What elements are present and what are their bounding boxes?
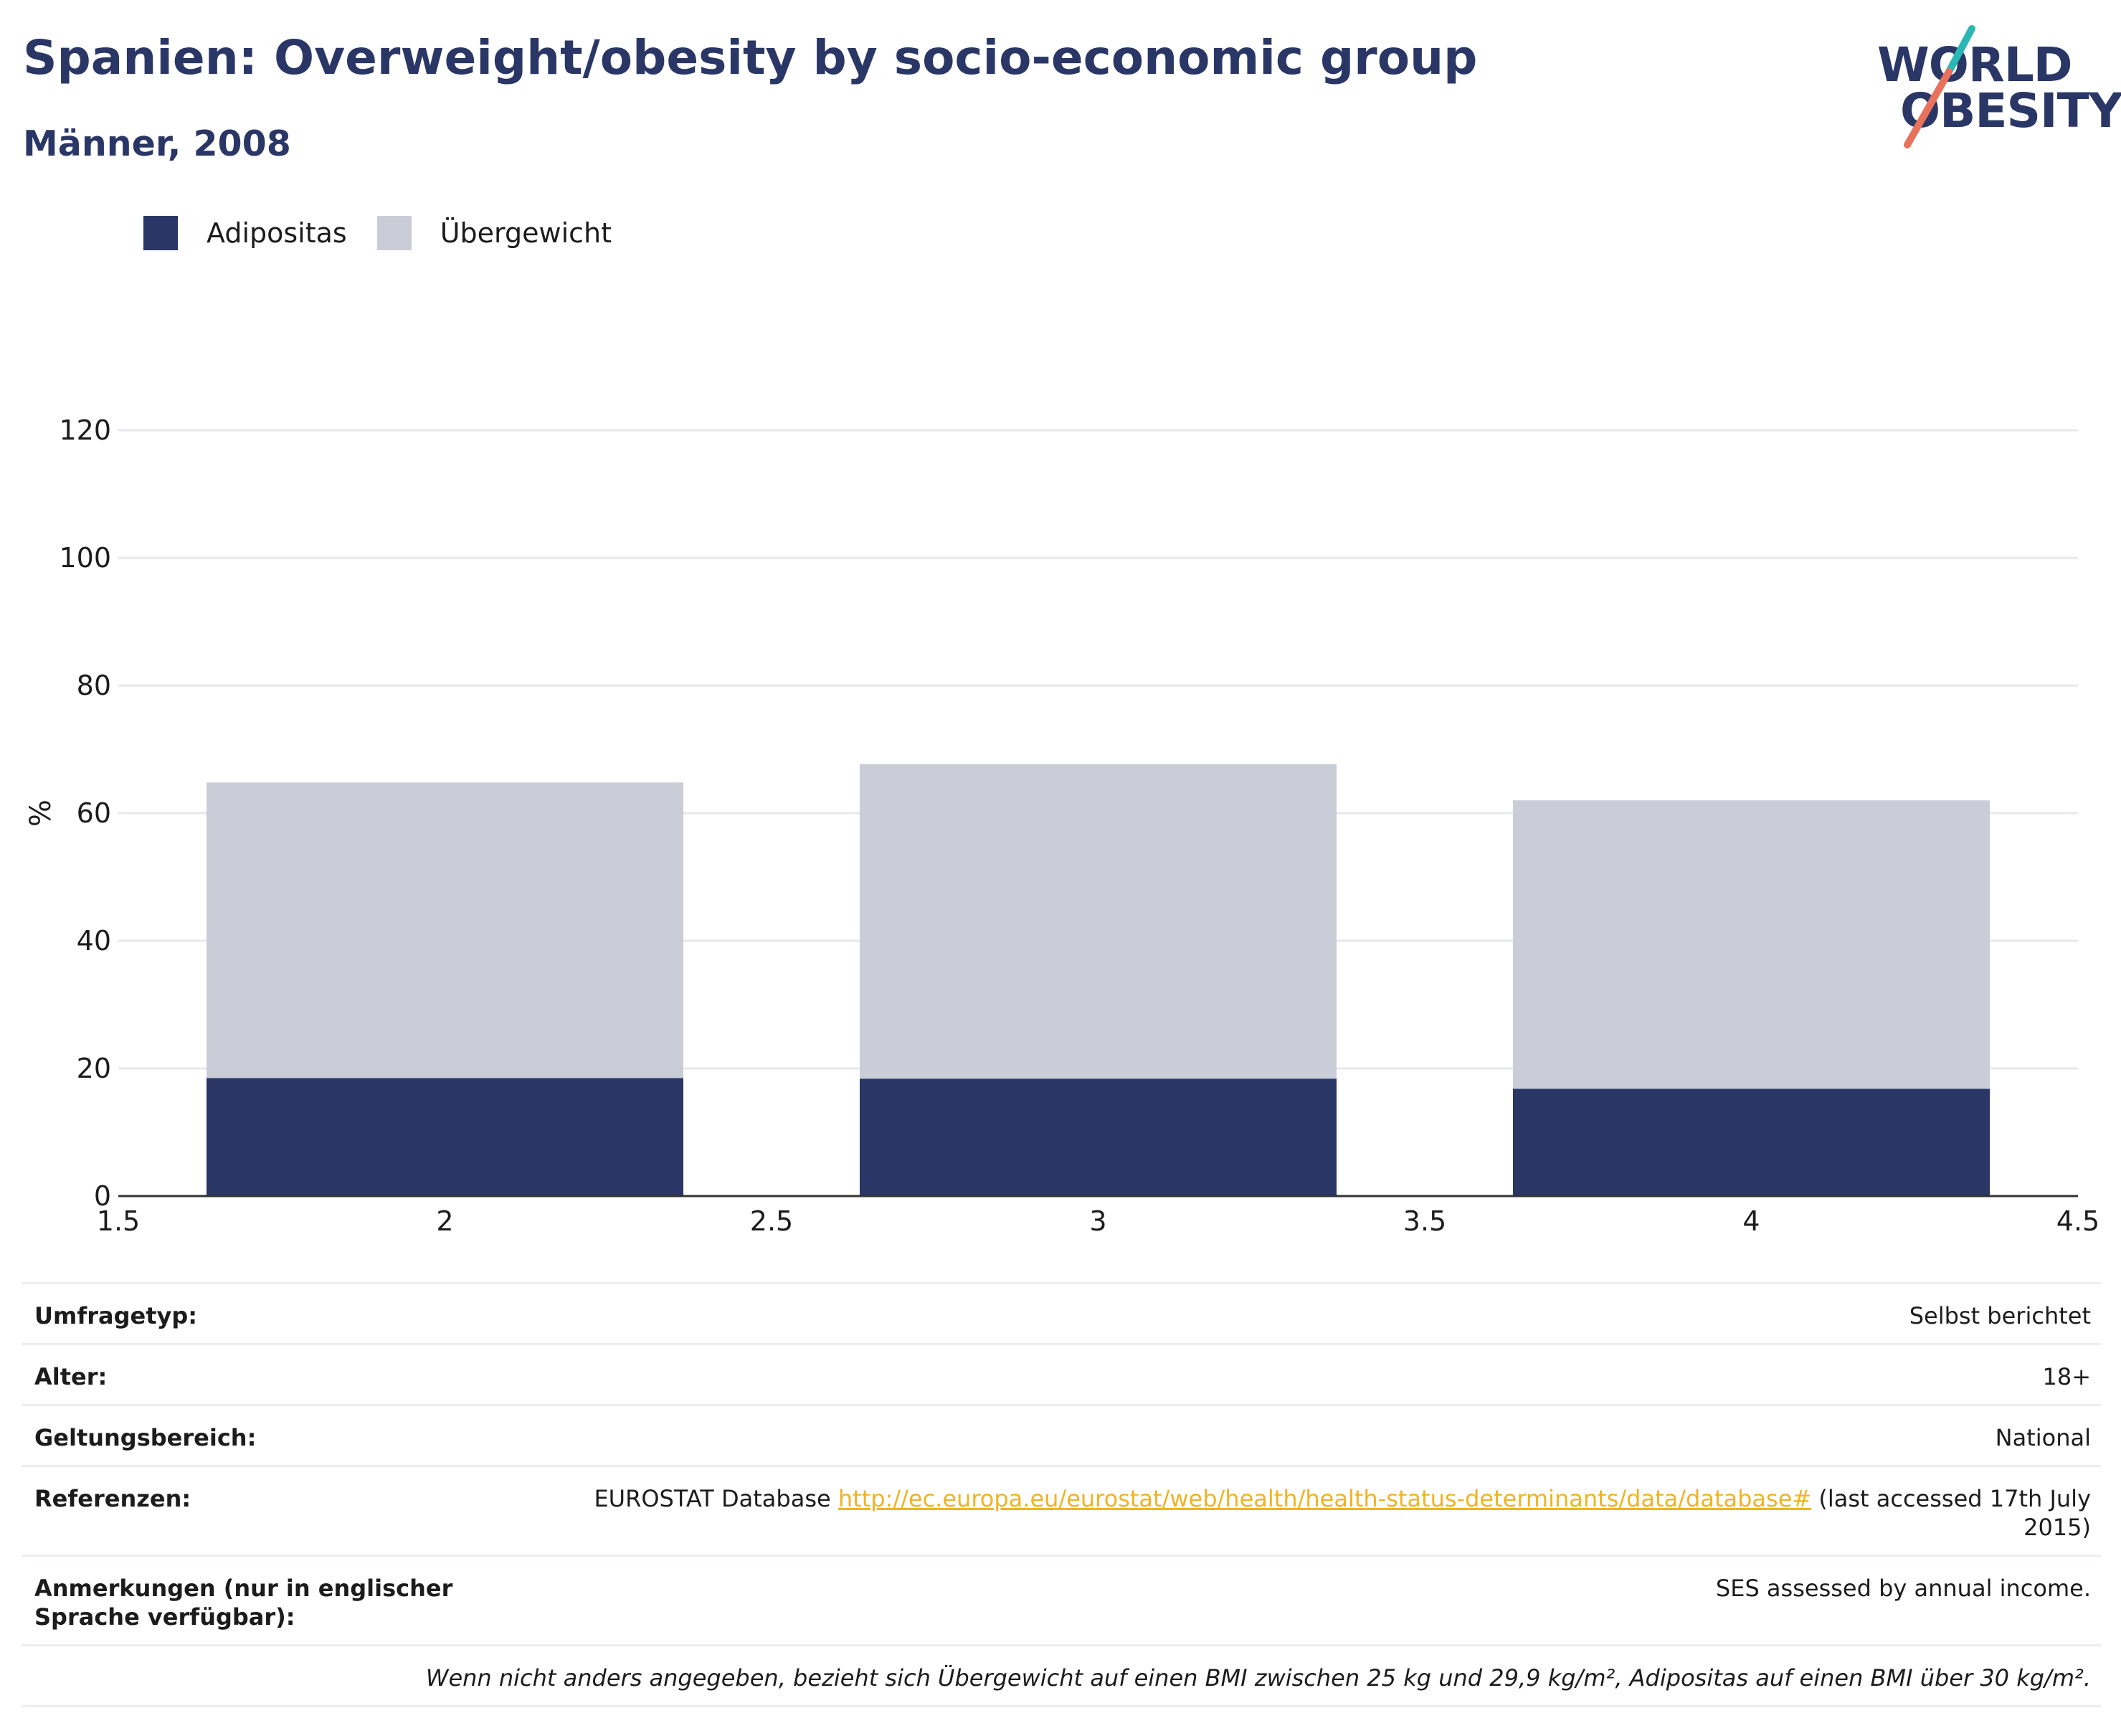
logo-slash-icon: [1904, 25, 1975, 148]
legend-item-adipositas[interactable]: Adipositas: [143, 216, 347, 250]
info-value: 18+: [2042, 1363, 2091, 1390]
info-table: Umfragetyp: Selbst berichtet Alter: 18+ …: [22, 1282, 2101, 1707]
bar-adipositas: [206, 1078, 684, 1196]
y-tick-label: 120: [59, 414, 111, 446]
page-title: Spanien: Overweight/obesity by socio-eco…: [23, 30, 1478, 85]
info-row-survey-type: Umfragetyp: Selbst berichtet: [22, 1284, 2101, 1345]
y-tick-label: 20: [77, 1053, 111, 1084]
legend-swatch-adipositas: [143, 216, 178, 250]
reference-suffix: (last accessed 17th July 2015): [1811, 1485, 2091, 1541]
page-subtitle: Männer, 2008: [23, 123, 291, 164]
y-tick-label: 80: [77, 670, 111, 701]
info-value: Selbst berichtet: [1909, 1302, 2091, 1329]
bar-uebergewicht: [859, 764, 1337, 1079]
legend-label-adipositas: Adipositas: [207, 217, 347, 249]
bar-adipositas: [859, 1078, 1337, 1196]
bar-adipositas: [1512, 1088, 1990, 1196]
y-axis-title: %: [24, 800, 57, 827]
info-value: National: [1995, 1424, 2091, 1451]
info-row-references: Referenzen: EUROSTAT Database http://ec.…: [22, 1467, 2101, 1557]
info-row-coverage: Geltungsbereich: National: [22, 1406, 2101, 1467]
info-row-age: Alter: 18+: [22, 1345, 2101, 1406]
info-label: Alter:: [34, 1363, 108, 1390]
y-tick-label: 100: [59, 542, 111, 574]
y-tick-label: 40: [77, 925, 111, 957]
info-value: SES assessed by annual income.: [1715, 1575, 2091, 1602]
references-value: EUROSTAT Database http://ec.europa.eu/eu…: [565, 1484, 2091, 1542]
x-tick-label: 3: [1089, 1205, 1106, 1237]
info-label: Referenzen:: [34, 1485, 191, 1512]
bar-uebergewicht: [1512, 800, 1990, 1089]
y-tick-label: 60: [77, 797, 111, 829]
legend-swatch-uebergewicht: [376, 216, 412, 250]
info-row-notes: Anmerkungen (nur in englischer Sprache v…: [22, 1557, 2101, 1646]
x-tick-label: 4.5: [2056, 1205, 2099, 1237]
info-label: Umfragetyp:: [34, 1302, 198, 1329]
x-tick-label: 4: [1742, 1205, 1760, 1237]
chart-legend: Adipositas Übergewicht: [143, 215, 642, 251]
world-obesity-logo[interactable]: WORLD OBESITY: [1864, 22, 2121, 151]
bar-uebergewicht: [206, 782, 684, 1078]
reference-link[interactable]: http://ec.europa.eu/eurostat/web/health/…: [838, 1485, 1812, 1512]
info-label: Anmerkungen (nur in englischer Sprache v…: [34, 1575, 453, 1631]
logo-text-line1: WORLD: [1877, 37, 2073, 93]
bmi-footnote: Wenn nicht anders angegeben, bezieht sic…: [22, 1646, 2101, 1707]
info-label: Geltungsbereich:: [34, 1424, 257, 1451]
stacked-bar-chart: 0 20 40 60 80 100 120 1.5 2 2.5 3 3.5 4 4.5%: [24, 414, 2099, 1237]
x-tick-label: 3.5: [1403, 1205, 1446, 1237]
legend-item-uebergewicht[interactable]: Übergewicht: [376, 216, 612, 250]
y-tick-label: 0: [94, 1180, 111, 1212]
x-tick-label: 2.5: [750, 1205, 793, 1237]
reference-source: EUROSTAT Database: [594, 1485, 838, 1512]
legend-label-uebergewicht: Übergewicht: [440, 217, 612, 249]
x-tick-label: 2: [436, 1205, 453, 1237]
x-tick-label: 1.5: [97, 1205, 140, 1237]
